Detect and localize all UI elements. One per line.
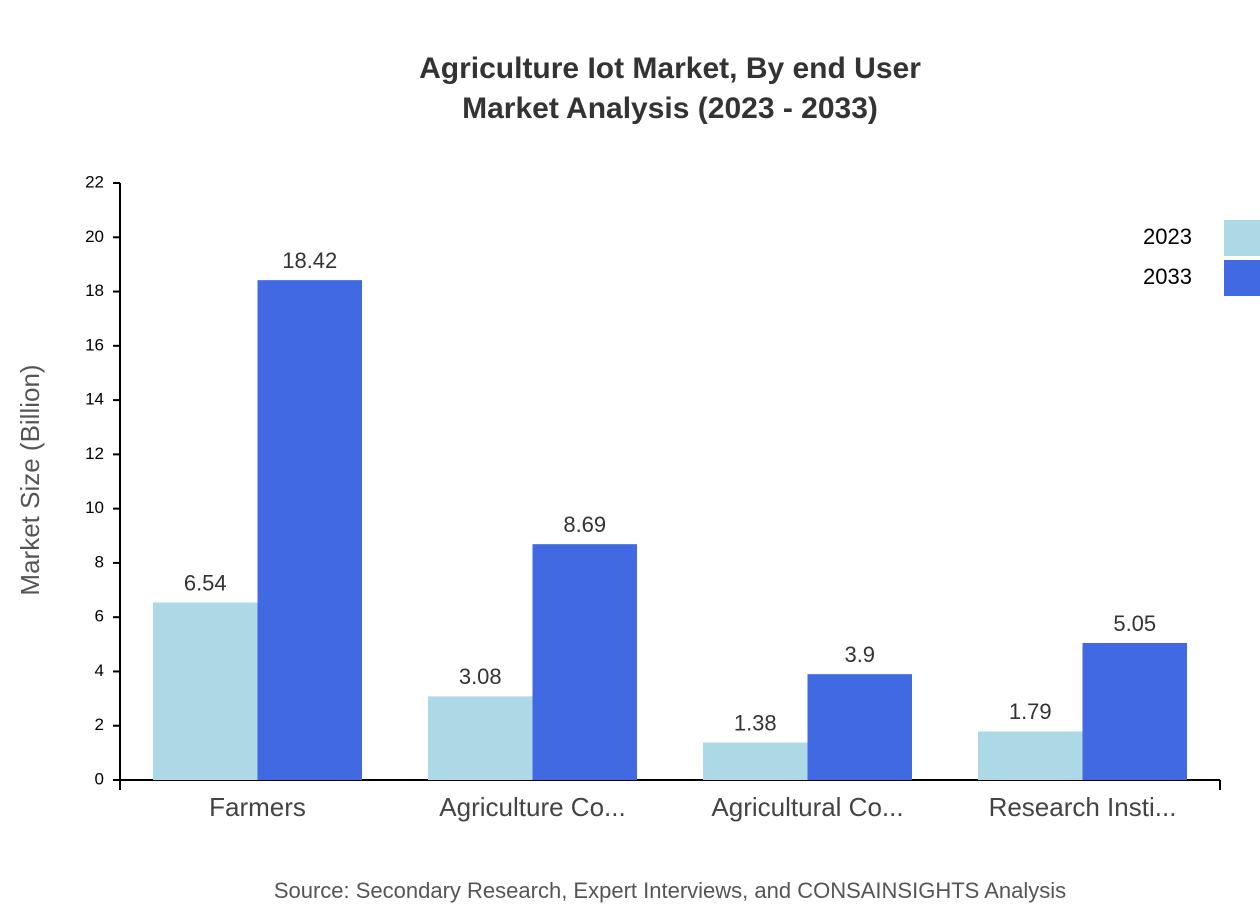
y-tick-label: 10 bbox=[85, 498, 104, 517]
legend-swatch bbox=[1224, 260, 1260, 296]
y-tick-label: 0 bbox=[95, 769, 104, 788]
bar bbox=[428, 696, 533, 780]
chart-subtitle: Market Analysis (2023 - 2033) bbox=[462, 92, 878, 125]
bar bbox=[532, 544, 637, 780]
x-tick-label: Research Insti... bbox=[989, 792, 1177, 822]
legend-label: 2023 bbox=[1143, 224, 1192, 249]
data-label: 6.54 bbox=[184, 570, 227, 595]
data-label: 18.42 bbox=[282, 248, 337, 273]
bar bbox=[153, 602, 258, 780]
data-label: 5.05 bbox=[1113, 611, 1156, 636]
data-label: 1.79 bbox=[1009, 699, 1052, 724]
data-label: 1.38 bbox=[734, 710, 777, 735]
data-label: 3.08 bbox=[459, 664, 502, 689]
bar bbox=[703, 742, 808, 780]
y-tick-label: 8 bbox=[95, 552, 104, 571]
y-tick-label: 22 bbox=[85, 172, 104, 191]
y-tick-label: 16 bbox=[85, 335, 104, 354]
legend-label: 2033 bbox=[1143, 264, 1192, 289]
y-tick-label: 12 bbox=[85, 444, 104, 463]
source-note: Source: Secondary Research, Expert Inter… bbox=[274, 878, 1066, 903]
y-axis-label: Market Size (Billion) bbox=[15, 364, 45, 595]
x-tick-label: Farmers bbox=[209, 792, 306, 822]
legend-swatch bbox=[1224, 220, 1260, 256]
y-tick-label: 18 bbox=[85, 281, 104, 300]
x-tick-label: Agriculture Co... bbox=[439, 792, 625, 822]
y-tick-label: 2 bbox=[95, 715, 104, 734]
bar bbox=[1082, 642, 1187, 780]
bar bbox=[807, 674, 912, 780]
x-tick-label: Agricultural Co... bbox=[711, 792, 903, 822]
bar bbox=[978, 731, 1083, 780]
y-tick-label: 20 bbox=[85, 227, 104, 246]
y-tick-label: 14 bbox=[85, 390, 104, 409]
data-label: 3.9 bbox=[844, 642, 875, 667]
y-tick-label: 4 bbox=[95, 661, 104, 680]
bar bbox=[257, 280, 362, 780]
data-label: 8.69 bbox=[563, 512, 606, 537]
y-tick-label: 6 bbox=[95, 607, 104, 626]
chart-title: Agriculture Iot Market, By end User bbox=[419, 52, 921, 85]
